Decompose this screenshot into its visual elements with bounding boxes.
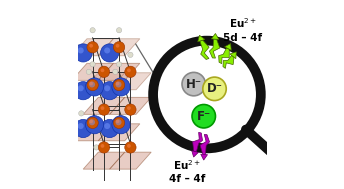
Circle shape (78, 85, 84, 91)
Circle shape (116, 119, 121, 125)
Circle shape (112, 78, 130, 96)
Circle shape (116, 44, 119, 48)
Circle shape (87, 42, 98, 53)
Circle shape (112, 116, 130, 134)
Polygon shape (230, 52, 236, 59)
Circle shape (116, 62, 122, 67)
Circle shape (100, 82, 119, 100)
Circle shape (89, 81, 95, 88)
Polygon shape (98, 124, 140, 141)
Circle shape (100, 68, 104, 72)
Circle shape (104, 85, 110, 91)
Polygon shape (200, 40, 209, 60)
Circle shape (100, 144, 104, 148)
Circle shape (79, 111, 84, 116)
Polygon shape (219, 48, 229, 64)
Polygon shape (200, 134, 209, 155)
Circle shape (128, 52, 133, 57)
Polygon shape (72, 63, 114, 80)
Circle shape (89, 44, 93, 48)
Circle shape (203, 77, 226, 101)
Polygon shape (72, 39, 114, 56)
Circle shape (94, 145, 99, 150)
Polygon shape (211, 33, 219, 39)
Polygon shape (201, 154, 207, 160)
Polygon shape (83, 97, 125, 114)
Circle shape (74, 44, 92, 62)
Circle shape (98, 142, 110, 153)
Polygon shape (192, 151, 198, 157)
Circle shape (127, 144, 131, 148)
Polygon shape (83, 152, 125, 169)
Circle shape (192, 105, 215, 128)
Circle shape (116, 119, 119, 123)
Circle shape (89, 82, 93, 85)
Polygon shape (223, 55, 234, 68)
Circle shape (154, 42, 259, 147)
Polygon shape (225, 43, 231, 50)
Polygon shape (110, 73, 151, 90)
Circle shape (127, 106, 131, 110)
Circle shape (182, 72, 205, 96)
Circle shape (90, 62, 95, 67)
Text: H⁻: H⁻ (186, 78, 202, 91)
Circle shape (85, 78, 104, 96)
Circle shape (78, 123, 84, 129)
Circle shape (116, 82, 119, 85)
Circle shape (100, 106, 104, 110)
Circle shape (125, 104, 136, 115)
Polygon shape (209, 39, 220, 58)
Text: Eu$^{2+}$
4f – 4f: Eu$^{2+}$ 4f – 4f (169, 158, 205, 184)
Circle shape (87, 79, 98, 91)
Circle shape (112, 69, 118, 74)
Circle shape (100, 44, 119, 62)
Circle shape (74, 82, 92, 100)
Circle shape (105, 45, 110, 50)
Circle shape (87, 117, 98, 129)
Circle shape (116, 28, 122, 33)
Circle shape (104, 123, 110, 129)
Polygon shape (72, 124, 114, 141)
Circle shape (89, 119, 95, 125)
Circle shape (78, 47, 84, 53)
Circle shape (114, 117, 125, 129)
Circle shape (75, 45, 80, 50)
Circle shape (90, 28, 95, 33)
Polygon shape (83, 73, 125, 90)
Polygon shape (98, 39, 140, 56)
Circle shape (85, 116, 104, 134)
Polygon shape (110, 97, 151, 114)
Circle shape (104, 47, 110, 53)
Circle shape (98, 66, 110, 77)
Circle shape (98, 104, 110, 115)
Polygon shape (193, 132, 203, 152)
Circle shape (125, 142, 136, 153)
Circle shape (86, 69, 92, 74)
Circle shape (100, 119, 119, 138)
Circle shape (125, 66, 136, 77)
Polygon shape (198, 35, 205, 42)
Polygon shape (98, 63, 140, 80)
Circle shape (89, 119, 93, 123)
Text: F⁻: F⁻ (197, 110, 211, 123)
Polygon shape (110, 152, 151, 169)
Circle shape (101, 52, 107, 57)
Circle shape (74, 119, 92, 138)
Circle shape (127, 68, 131, 72)
Circle shape (114, 79, 125, 91)
Circle shape (116, 81, 121, 88)
Text: D⁻: D⁻ (206, 82, 223, 95)
Text: Eu$^{2+}$
5d – 4f: Eu$^{2+}$ 5d – 4f (223, 16, 262, 43)
Circle shape (114, 42, 125, 53)
